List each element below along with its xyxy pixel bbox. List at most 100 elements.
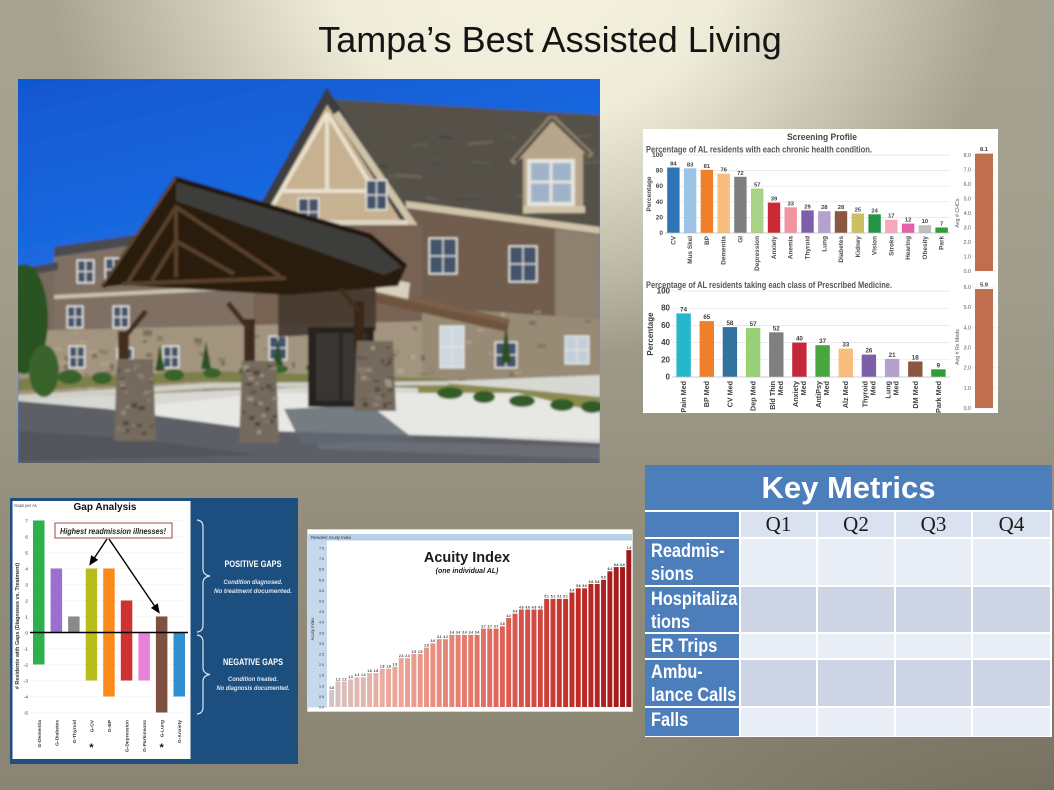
svg-text:Mus Skel: Mus Skel	[687, 236, 694, 264]
svg-text:3.4: 3.4	[475, 631, 480, 635]
svg-text:6.6: 6.6	[614, 563, 619, 567]
svg-text:1.0: 1.0	[319, 684, 324, 688]
svg-text:1.3: 1.3	[348, 675, 353, 679]
svg-text:8.0: 8.0	[964, 153, 971, 159]
svg-text:Med: Med	[868, 381, 877, 395]
svg-text:Anxiety: Anxiety	[791, 381, 800, 407]
svg-text:2.8: 2.8	[424, 643, 429, 647]
svg-text:2.5: 2.5	[319, 653, 324, 657]
svg-text:Screening Profile: Screening Profile	[787, 132, 857, 143]
svg-text:1.8: 1.8	[386, 665, 391, 669]
svg-text:20: 20	[656, 214, 664, 221]
svg-text:1: 1	[25, 614, 28, 620]
svg-text:60: 60	[656, 183, 664, 190]
svg-text:Med: Med	[799, 381, 808, 395]
svg-text:8.1: 8.1	[980, 147, 989, 153]
svg-text:(one individual AL): (one individual AL)	[436, 568, 499, 575]
svg-text:Vision: Vision	[872, 236, 879, 255]
svg-text:7.4: 7.4	[627, 546, 632, 550]
svg-text:2.0: 2.0	[964, 366, 971, 372]
svg-text:1.8: 1.8	[380, 665, 385, 669]
svg-text:Diabetes: Diabetes	[838, 236, 845, 263]
svg-text:-5: -5	[24, 710, 29, 716]
svg-text:-3: -3	[24, 678, 29, 684]
svg-text:Pain Med: Pain Med	[679, 381, 688, 413]
svg-text:4.5: 4.5	[319, 610, 324, 614]
svg-text:6.4: 6.4	[608, 567, 613, 571]
svg-text:3.7: 3.7	[494, 624, 499, 628]
svg-text:G-Parkinsons: G-Parkinsons	[142, 720, 148, 752]
svg-text:1.4: 1.4	[361, 673, 366, 677]
svg-text:CV: CV	[670, 235, 677, 245]
svg-text:80: 80	[661, 304, 670, 313]
svg-text:Park: Park	[939, 236, 946, 250]
svg-text:5.0: 5.0	[964, 197, 971, 203]
svg-text:0: 0	[666, 373, 671, 382]
svg-text:Hearing: Hearing	[905, 236, 912, 260]
svg-text:5.1: 5.1	[557, 595, 562, 599]
svg-text:100: 100	[657, 287, 671, 296]
svg-text:1.2: 1.2	[336, 677, 341, 681]
svg-text:4: 4	[25, 566, 28, 572]
svg-text:7: 7	[940, 222, 943, 228]
svg-text:G-Thyroid: G-Thyroid	[72, 720, 78, 743]
svg-text:65: 65	[703, 314, 710, 321]
svg-text:Percentage: Percentage	[646, 176, 653, 211]
svg-text:G-Anxiety: G-Anxiety	[177, 720, 183, 743]
svg-text:6.0: 6.0	[319, 578, 324, 582]
svg-text:Condition diagnosed.: Condition diagnosed.	[224, 579, 283, 586]
svg-text:57: 57	[754, 183, 760, 189]
svg-text:Lung: Lung	[884, 381, 893, 399]
svg-text:Lung: Lung	[821, 236, 828, 252]
svg-text:4.6: 4.6	[519, 605, 524, 609]
svg-text:5.1: 5.1	[544, 595, 549, 599]
svg-text:3.0: 3.0	[964, 226, 971, 232]
svg-text:Percentage: Percentage	[646, 312, 655, 356]
svg-text:G-BP: G-BP	[107, 719, 113, 732]
svg-text:1.6: 1.6	[367, 669, 372, 673]
svg-text:72: 72	[737, 171, 743, 177]
svg-text:80: 80	[656, 168, 664, 175]
svg-text:4.6: 4.6	[532, 605, 537, 609]
svg-text:24: 24	[871, 208, 878, 214]
svg-text:Highest readmission illnesses!: Highest readmission illnesses!	[60, 527, 166, 536]
svg-text:25: 25	[855, 208, 862, 214]
svg-text:5.8: 5.8	[595, 580, 600, 584]
svg-text:NEGATIVE GAPS: NEGATIVE GAPS	[223, 657, 283, 667]
svg-text:12: 12	[905, 218, 911, 224]
svg-text:3.7: 3.7	[481, 624, 486, 628]
svg-text:0.0: 0.0	[964, 269, 971, 275]
svg-text:1.5: 1.5	[319, 674, 324, 678]
svg-text:3.8: 3.8	[500, 622, 505, 626]
svg-text:G-Depression: G-Depression	[125, 720, 131, 752]
svg-text:60: 60	[661, 321, 670, 330]
svg-text:7: 7	[25, 518, 28, 524]
svg-text:4.2: 4.2	[506, 614, 511, 618]
svg-text:6.0: 6.0	[964, 285, 971, 291]
svg-text:20: 20	[661, 355, 670, 364]
svg-text:BP Med: BP Med	[702, 381, 711, 407]
svg-text:GI: GI	[737, 236, 744, 243]
svg-text:5.6: 5.6	[582, 584, 587, 588]
svg-text:3.0: 3.0	[431, 639, 436, 643]
svg-text:4.0: 4.0	[964, 325, 971, 331]
svg-text:7.5: 7.5	[319, 547, 324, 551]
svg-text:Acuity Index: Acuity Index	[310, 617, 315, 641]
svg-text:5.9: 5.9	[980, 283, 989, 289]
svg-text:0.5: 0.5	[319, 695, 324, 699]
svg-text:5.8: 5.8	[589, 580, 594, 584]
svg-text:Med: Med	[822, 381, 831, 395]
svg-text:3.5: 3.5	[319, 631, 324, 635]
svg-text:21: 21	[889, 352, 896, 359]
svg-text:1.9: 1.9	[393, 663, 398, 667]
svg-text:5.6: 5.6	[576, 584, 581, 588]
svg-text:5.4: 5.4	[570, 588, 575, 592]
svg-text:39: 39	[771, 197, 778, 203]
svg-text:0.8: 0.8	[329, 686, 334, 690]
svg-text:5.1: 5.1	[551, 595, 556, 599]
svg-text:58: 58	[726, 320, 733, 327]
svg-text:*: *	[160, 742, 165, 754]
svg-text:5.0: 5.0	[319, 600, 324, 604]
svg-text:No treatment documented.: No treatment documented.	[214, 588, 292, 595]
svg-text:2.3: 2.3	[405, 654, 410, 658]
